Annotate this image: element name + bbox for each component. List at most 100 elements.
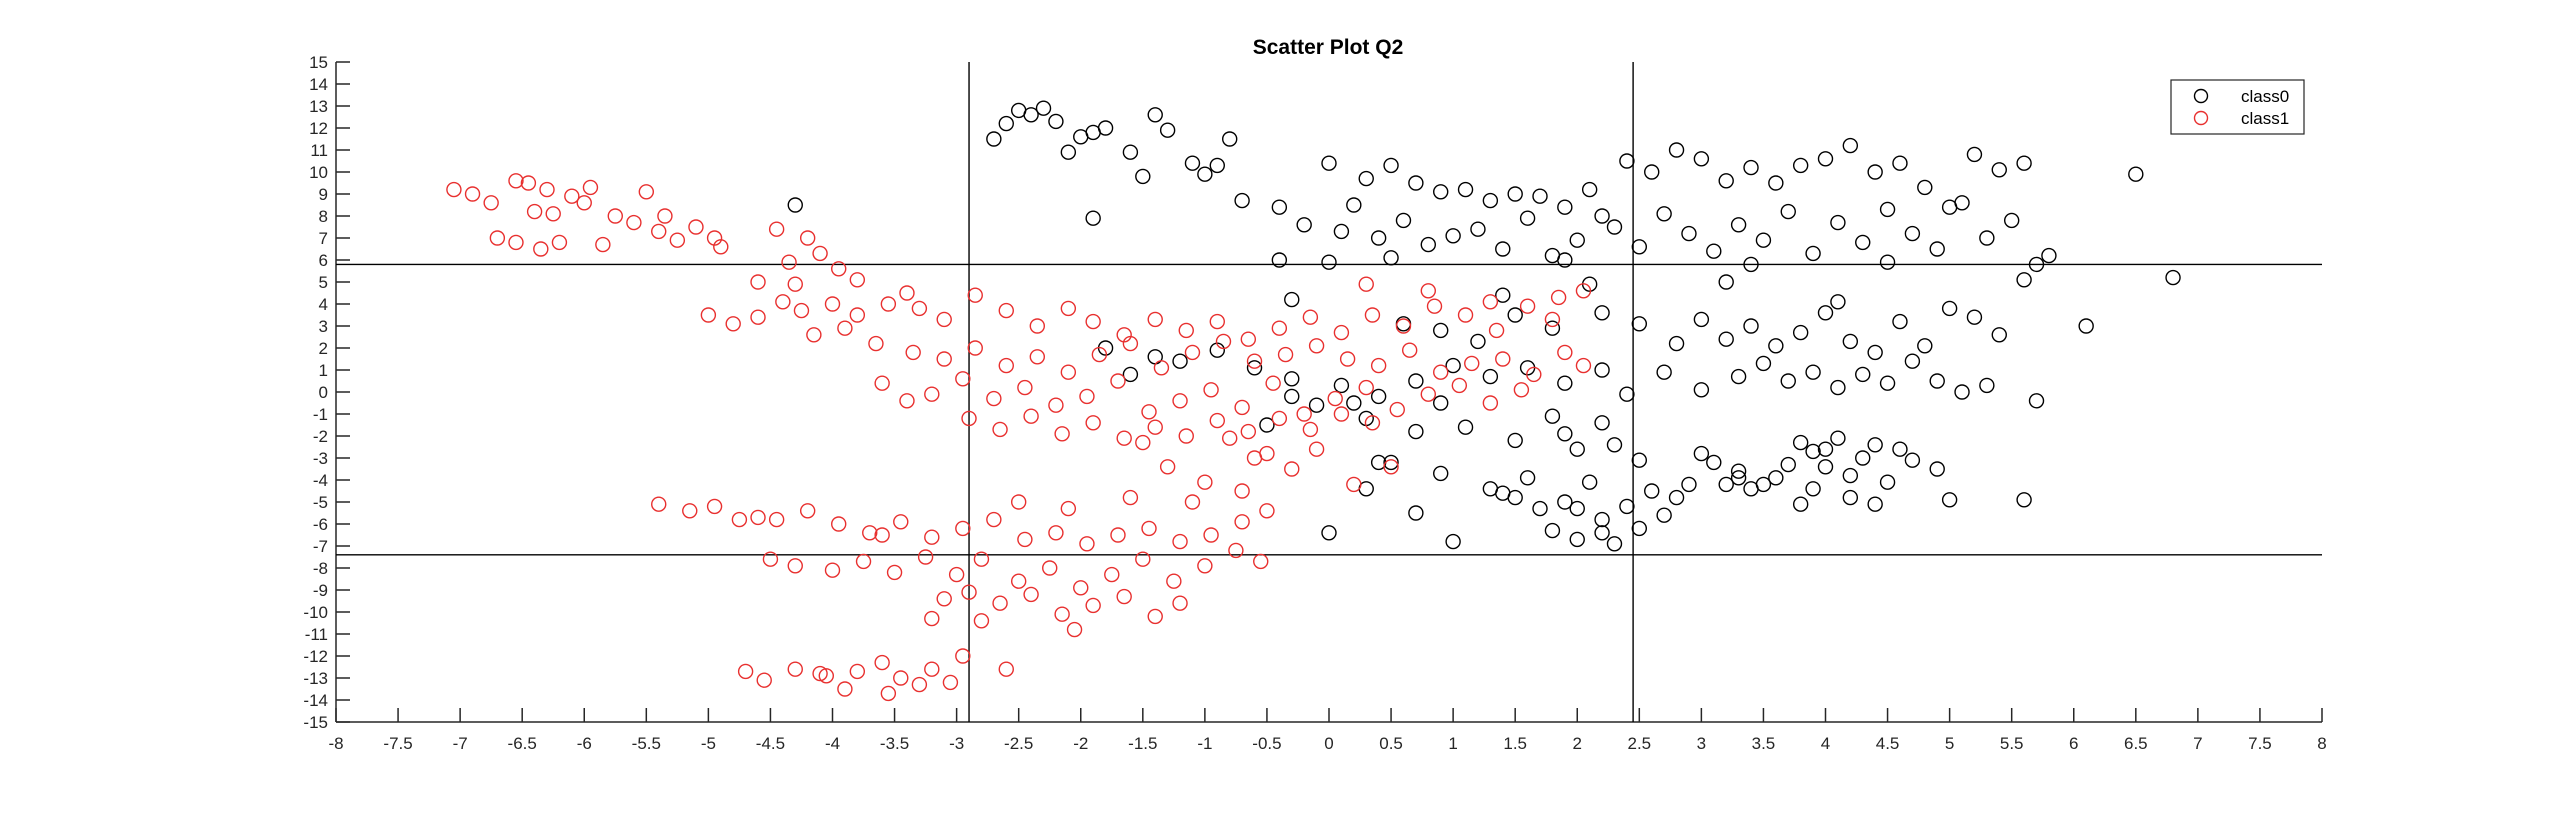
x-tick-label: 6 bbox=[2069, 734, 2078, 753]
point-class0 bbox=[1644, 164, 1660, 180]
point-class1 bbox=[1135, 551, 1151, 567]
point-class1 bbox=[1209, 412, 1225, 429]
point-class0 bbox=[1569, 500, 1585, 517]
point-class0 bbox=[1842, 137, 1859, 154]
point-class0 bbox=[1507, 307, 1523, 323]
point-class0 bbox=[1284, 291, 1300, 308]
point-class0 bbox=[2041, 247, 2057, 264]
y-tick-label: 2 bbox=[319, 339, 328, 358]
y-tick-label: -2 bbox=[313, 427, 328, 446]
x-tick-label: -3 bbox=[949, 734, 964, 753]
series-class1 bbox=[446, 173, 1592, 702]
point-class0 bbox=[1755, 355, 1772, 372]
point-class1 bbox=[936, 591, 952, 607]
point-class0 bbox=[1395, 212, 1412, 229]
point-class1 bbox=[1110, 373, 1126, 389]
point-class0 bbox=[1321, 254, 1337, 270]
point-class1 bbox=[1029, 318, 1046, 334]
point-class1 bbox=[1513, 382, 1530, 398]
point-class1 bbox=[483, 195, 499, 211]
reference-lines bbox=[336, 62, 2322, 722]
point-class0 bbox=[1234, 192, 1250, 209]
point-class0 bbox=[1817, 441, 1834, 457]
point-class0 bbox=[1619, 498, 1635, 515]
point-class0 bbox=[1631, 520, 1648, 537]
point-class1 bbox=[942, 674, 959, 691]
point-class0 bbox=[1855, 450, 1871, 466]
point-class0 bbox=[1507, 432, 1523, 449]
point-class0 bbox=[1172, 353, 1188, 369]
point-class0 bbox=[1557, 494, 1573, 510]
point-class1 bbox=[1234, 514, 1250, 530]
point-class1 bbox=[1172, 595, 1188, 611]
point-class0 bbox=[1346, 395, 1362, 411]
point-class1 bbox=[489, 230, 506, 246]
point-class1 bbox=[886, 564, 903, 581]
x-tick-label: -8 bbox=[328, 734, 343, 753]
point-class0 bbox=[2016, 272, 2032, 288]
point-class1 bbox=[1544, 311, 1561, 328]
y-tick-label: -1 bbox=[313, 405, 328, 424]
y-tick-label: -14 bbox=[303, 691, 328, 710]
point-class0 bbox=[1693, 382, 1710, 398]
point-class0 bbox=[1147, 107, 1163, 123]
point-class1 bbox=[526, 203, 543, 220]
point-class1 bbox=[1042, 560, 1058, 576]
point-class1 bbox=[1451, 377, 1468, 394]
point-class0 bbox=[2016, 155, 2032, 171]
axes: -8 -7.5 -7 -6.5 -6 -5.5 -5 -4.5 -4 -3.5 -3 -2.5 -2 -1… bbox=[303, 53, 2326, 753]
point-class1 bbox=[1308, 441, 1325, 457]
point-class0 bbox=[1966, 309, 1983, 325]
point-class1 bbox=[862, 525, 878, 541]
point-class0 bbox=[1706, 454, 1722, 471]
point-class1 bbox=[1246, 353, 1263, 369]
point-class1 bbox=[1482, 395, 1499, 411]
point-class1 bbox=[576, 195, 592, 211]
y-tick-label: 0 bbox=[319, 383, 328, 402]
point-class1 bbox=[1048, 397, 1064, 413]
point-class0 bbox=[1370, 230, 1387, 246]
point-class0 bbox=[1097, 120, 1114, 136]
x-tick-label: -2.5 bbox=[1004, 734, 1033, 753]
point-class0 bbox=[1904, 452, 1921, 468]
x-tick-label: -5.5 bbox=[632, 734, 661, 753]
point-class0 bbox=[1346, 197, 1362, 213]
point-class1 bbox=[955, 648, 971, 664]
point-class1 bbox=[967, 340, 983, 356]
point-class1 bbox=[1203, 382, 1219, 398]
y-tick-label: 7 bbox=[319, 229, 328, 248]
point-class0 bbox=[1470, 333, 1486, 350]
y-tick-label: -7 bbox=[313, 537, 328, 556]
point-class0 bbox=[1284, 371, 1300, 387]
point-class0 bbox=[1917, 179, 1933, 196]
point-class0 bbox=[1693, 311, 1710, 328]
point-class1 bbox=[706, 498, 723, 515]
point-class0 bbox=[1817, 459, 1834, 475]
point-class0 bbox=[1370, 388, 1387, 405]
point-class1 bbox=[737, 663, 754, 680]
point-class1 bbox=[1116, 430, 1132, 446]
point-class0 bbox=[1457, 181, 1474, 198]
point-class1 bbox=[756, 672, 772, 688]
point-class1 bbox=[446, 181, 462, 198]
legend-marker-class1 bbox=[2193, 110, 2209, 126]
point-class1 bbox=[1060, 300, 1077, 317]
point-class0 bbox=[1842, 489, 1859, 506]
point-class0 bbox=[1482, 192, 1499, 209]
point-class0 bbox=[1904, 353, 1921, 369]
y-tick-label: 11 bbox=[310, 141, 328, 160]
point-class1 bbox=[1060, 500, 1077, 517]
y-tick-label: -15 bbox=[303, 713, 328, 732]
point-class1 bbox=[1122, 489, 1139, 506]
point-class1 bbox=[725, 316, 741, 332]
point-class0 bbox=[1755, 232, 1772, 248]
point-class0 bbox=[1184, 155, 1201, 171]
x-tick-label: -6 bbox=[577, 734, 592, 753]
point-class1 bbox=[1029, 349, 1046, 365]
point-class1 bbox=[1519, 298, 1536, 314]
point-class1 bbox=[1017, 531, 1033, 548]
point-class1 bbox=[1017, 379, 1033, 396]
point-class0 bbox=[1271, 199, 1288, 215]
point-class0 bbox=[1569, 441, 1585, 457]
